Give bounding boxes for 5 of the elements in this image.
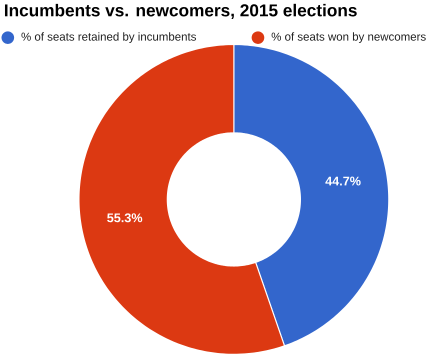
legend-label: % of seats retained by incumbents bbox=[21, 32, 196, 44]
chart-title: Incumbents vs. newcomers, 2015 elections bbox=[4, 4, 357, 19]
legend-label: % of seats won by newcomers bbox=[272, 32, 426, 44]
data-label: 55.3% bbox=[107, 213, 142, 222]
data-label: 44.7% bbox=[325, 176, 361, 186]
